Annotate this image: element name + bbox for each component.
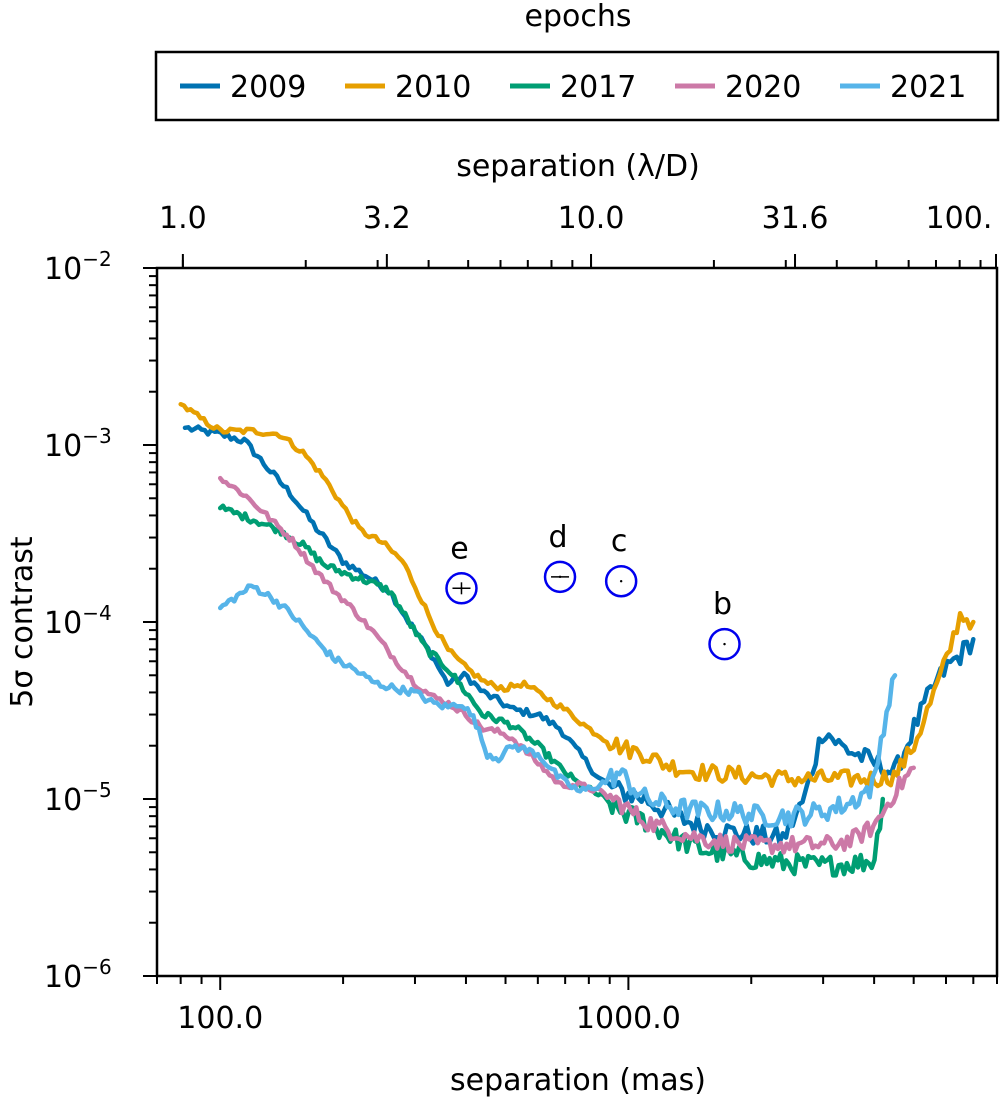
top-axis-ticks: 1.0 3.2 10.0 31.6 100. <box>159 201 997 268</box>
legend-label-2017: 2017 <box>560 70 636 105</box>
planet-label-d: d <box>549 520 568 555</box>
series-line-2020 <box>217 475 916 856</box>
planet-label-e: e <box>450 531 468 566</box>
legend-label-2020: 2020 <box>725 70 801 105</box>
x-axis-label: separation (mas) <box>450 1063 706 1098</box>
planet-point-e <box>460 587 463 590</box>
y-tick-label: 10−2 <box>44 247 112 287</box>
x-tick-label: 100.0 <box>177 1001 263 1036</box>
series-line-2021 <box>217 583 898 829</box>
annotation-layer: e d c b <box>445 520 741 661</box>
y-axis-ticks: 10−6 10−5 10−4 10−3 10−2 <box>44 247 157 995</box>
y-tick-label: 10−4 <box>44 601 112 641</box>
legend-items: 2009 2010 2017 2020 2021 <box>180 70 966 105</box>
planet-label-c: c <box>611 524 628 559</box>
planet-marker-e <box>445 572 478 605</box>
series-line-2010 <box>178 401 976 789</box>
legend-label-2010: 2010 <box>395 70 471 105</box>
y-tick-label: 10−3 <box>44 424 112 464</box>
top-tick-label: 10.0 <box>558 201 625 236</box>
top-tick-label: 31.6 <box>762 201 829 236</box>
series-line-2009 <box>182 424 976 846</box>
planet-label-b: b <box>713 587 732 622</box>
legend-title: epochs <box>525 0 632 34</box>
legend-label-2009: 2009 <box>230 70 306 105</box>
top-axis-label: separation (λ/D) <box>456 149 700 184</box>
top-tick-label: 1.0 <box>159 201 207 236</box>
x-tick-label: 1000.0 <box>576 1001 681 1036</box>
top-tick-label: 3.2 <box>363 201 411 236</box>
x-axis-ticks: 100.0 1000.0 <box>156 976 998 1036</box>
legend-label-2021: 2021 <box>890 70 966 105</box>
series-layer <box>178 401 976 878</box>
planet-marker-b <box>708 627 741 661</box>
y-axis-label: 5σ contrast <box>5 536 40 708</box>
planet-point-d <box>558 575 562 579</box>
top-tick-label: 100. <box>926 201 993 236</box>
series-line-2017 <box>217 503 886 878</box>
planet-marker-c <box>604 564 638 598</box>
y-tick-label: 10−6 <box>44 955 112 995</box>
planet-marker-d <box>543 560 577 594</box>
y-tick-label: 10−5 <box>44 778 112 818</box>
planet-point-b <box>723 642 726 646</box>
planet-point-c <box>619 580 623 583</box>
